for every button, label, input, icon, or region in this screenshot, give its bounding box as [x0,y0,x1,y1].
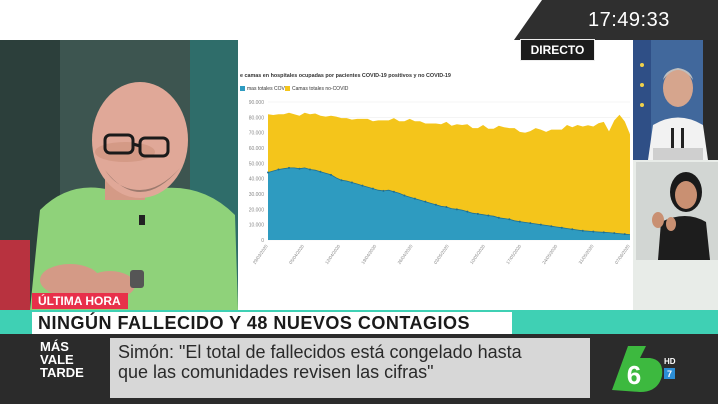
interpreter-image [636,162,718,260]
legend-label-covid: mas totales COVID [247,86,290,92]
data-point-covid [361,184,364,187]
data-point-covid [350,181,353,184]
hd-label: HD [664,357,676,366]
sign-language-interpreter-feed [636,162,718,260]
x-tick-label: 10/05/2020 [469,243,486,265]
y-tick-label: 60.000 [249,146,265,152]
x-tick-label: 26/04/2020 [397,243,414,265]
legend-label-no-covid: Camas totales no-COVID [292,86,349,92]
quote-line-1: Simón: "El total de fallecidos está cong… [118,342,522,362]
legend-swatch-covid [240,86,245,92]
data-point-covid [308,168,311,171]
program-logo-line-2: VALE [40,352,74,367]
data-point-covid [267,171,269,174]
series-area-covid [268,167,630,240]
data-point-covid [497,216,500,219]
x-tick-label: 24/05/2020 [541,243,558,265]
x-tick-label: 19/04/2020 [360,243,377,265]
program-logo-line-3: TARDE [40,365,84,380]
data-point-covid [508,218,511,221]
headline-background [32,312,512,334]
data-point-covid [613,232,616,235]
y-tick-label: 50.000 [249,161,265,167]
quote-box [110,338,590,398]
data-point-covid [602,231,605,234]
data-point-covid [623,233,626,236]
breaking-news-tag: ÚLTIMA HORA [32,293,128,309]
data-point-covid [445,206,448,209]
x-tick-label: 07/06/2020 [614,243,631,265]
channel-logo: 6 HD 7 [600,338,680,398]
data-point-covid [550,225,553,228]
data-point-covid [455,208,458,211]
headline: NINGÚN FALLECIDO Y 48 NUEVOS CONTAGIOS [38,313,471,333]
data-point-covid [340,179,343,182]
studio-video-feed [0,40,238,310]
data-point-covid [539,223,542,226]
rating-badge [664,368,675,379]
data-point-covid [298,167,301,170]
x-tick-label: 05/04/2020 [288,243,305,265]
x-tick-label: 29/03/2020 [252,243,269,265]
data-point-covid [392,190,395,193]
rating-label: 7 [667,369,672,379]
speaker-image [633,40,718,160]
area-chart: 0 10.000 20.000 30.000 40.000 50.000 60.000 70.… [249,100,631,265]
legend-swatch-no-covid [285,86,290,92]
data-point-covid [581,229,584,232]
x-tick-label: 12/04/2020 [324,243,341,265]
channel-logo-number: 6 [627,360,641,390]
data-point-covid [403,194,406,197]
live-badge: DIRECTO [520,39,595,61]
x-tick-label: 17/05/2020 [505,243,522,265]
data-point-covid [371,187,374,190]
data-point-covid [434,203,437,206]
la-sexta-logo: 6 HD 7 [612,346,676,392]
program-logo: MÁS VALE TARDE [40,340,100,379]
data-point-covid [476,212,479,215]
x-tick-label: 31/05/2020 [578,243,595,265]
y-tick-label: 20.000 [249,207,265,213]
y-tick-label: 90.000 [249,100,265,106]
x-tick-label: 03/05/2020 [433,243,450,265]
y-tick-label: 40.000 [249,177,265,183]
data-point-covid [466,210,469,213]
series-area-no-covid [268,112,630,235]
data-point-covid [277,168,280,171]
y-tick-label: 10.000 [249,223,265,229]
data-point-covid [382,189,385,192]
chart-title: e camas en hospitales ocupadas por pacie… [240,73,451,79]
data-point-covid [424,200,427,203]
y-tick-label: 30.000 [249,192,265,198]
data-point-covid [319,170,322,173]
studio-presenter-image [0,40,238,310]
data-point-covid [518,220,521,223]
legend-item-no-covid: Camas totales no-COVID [285,86,348,92]
data-point-covid [487,214,490,217]
legend-item-covid: mas totales COVID [240,86,290,92]
quote-line-2: que las comunidades revisen las cifras" [118,362,434,382]
data-point-covid [560,226,563,229]
series-line-covid [267,167,631,235]
data-point-covid [592,230,595,233]
press-conference-feed [633,40,718,160]
data-point-covid [571,228,574,231]
clock: 17:49:33 [568,0,718,40]
y-tick-label: 70.000 [249,131,265,137]
chart-panel: 0 10.000 20.000 30.000 40.000 50.000 60.000 70.… [238,40,633,310]
program-logo-line-1: MÁS [40,339,69,354]
data-point-covid [413,197,416,200]
data-point-covid [529,222,532,225]
y-tick-label: 0 [261,238,264,244]
data-point-covid [287,166,290,169]
y-tick-label: 80.000 [249,115,265,121]
data-point-covid [329,173,332,176]
